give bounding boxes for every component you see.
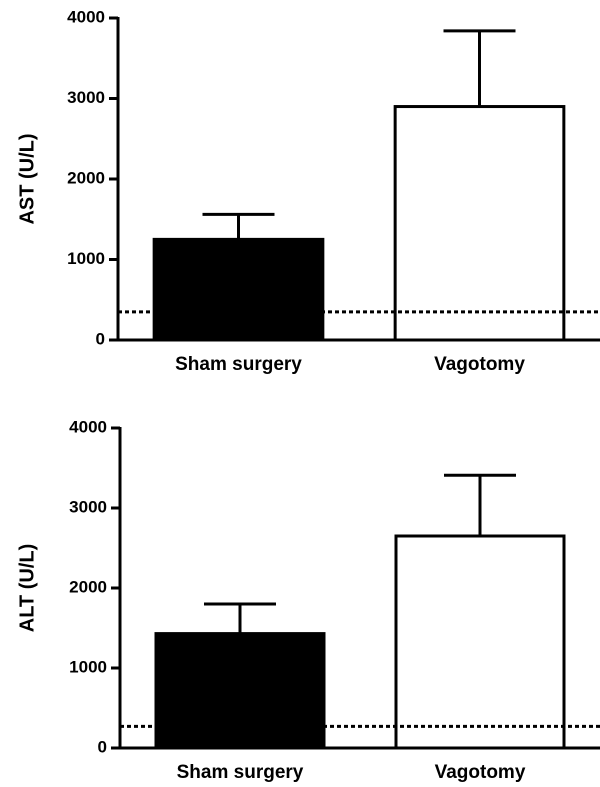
y-tick-label: 0 xyxy=(98,737,107,756)
x-tick-label: Vagotomy xyxy=(434,354,525,375)
bar xyxy=(152,237,325,342)
y-tick-label: 2000 xyxy=(67,168,105,187)
x-tick-label: Vagotomy xyxy=(435,762,526,783)
y-axis-label: ALT (U/L) xyxy=(16,544,38,633)
bar xyxy=(393,105,566,342)
y-tick-label: 4000 xyxy=(69,417,107,436)
y-tick-label: 1000 xyxy=(67,249,105,268)
bar xyxy=(154,632,326,750)
y-tick-label: 3000 xyxy=(69,497,107,516)
bar xyxy=(394,534,566,750)
y-tick-label: 0 xyxy=(96,329,105,348)
x-tick-label: Sham surgery xyxy=(175,354,302,375)
y-tick-label: 2000 xyxy=(69,577,107,596)
y-tick-label: 1000 xyxy=(69,657,107,676)
y-tick-label: 3000 xyxy=(67,88,105,107)
y-tick-label: 4000 xyxy=(67,7,105,26)
x-tick-label: Sham surgery xyxy=(177,762,304,783)
y-axis-label: AST (U/L) xyxy=(16,133,38,224)
